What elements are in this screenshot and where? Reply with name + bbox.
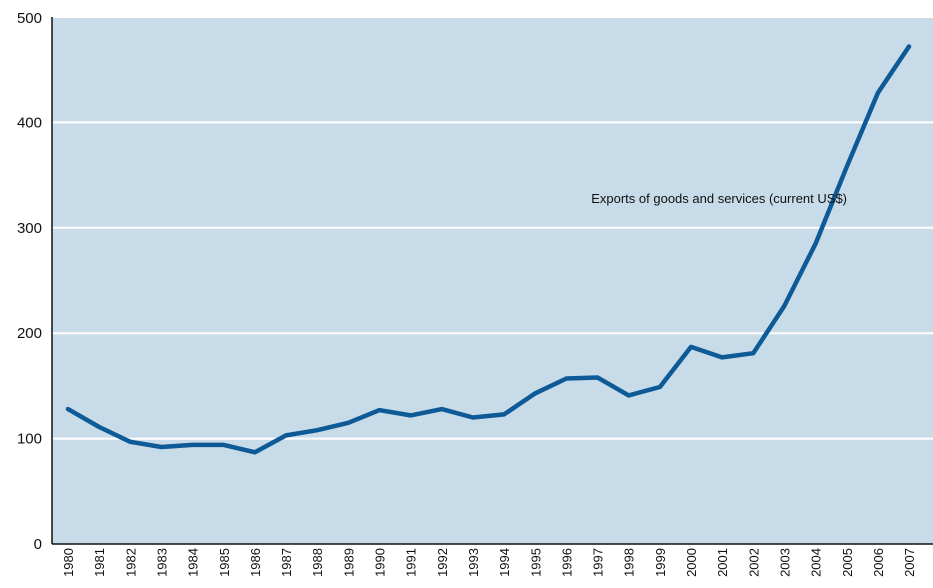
x-tick-label: 2002 — [746, 548, 761, 577]
data-point — [844, 164, 849, 169]
x-tick-label: 2005 — [840, 548, 855, 577]
x-tick-label: 1992 — [435, 548, 450, 577]
y-tick-label: 300 — [17, 220, 42, 237]
y-tick-label: 500 — [17, 10, 42, 27]
series-annotation: Exports of goods and services (current U… — [591, 191, 847, 206]
data-point — [315, 428, 320, 433]
x-tick-label: 1991 — [404, 548, 419, 577]
x-tick-label: 1993 — [466, 548, 481, 577]
data-point — [66, 407, 70, 412]
data-point — [657, 384, 662, 389]
data-point — [689, 344, 693, 349]
data-point — [377, 408, 382, 413]
data-point — [813, 241, 818, 246]
x-tick-label: 1983 — [154, 548, 169, 577]
gridlines — [52, 16, 933, 440]
data-point — [159, 445, 164, 450]
x-tick-label: 1995 — [528, 548, 543, 577]
x-tick-label: 1990 — [373, 548, 388, 577]
series-layer — [65, 44, 912, 455]
data-point — [782, 303, 787, 308]
data-point — [564, 376, 569, 381]
data-point — [470, 415, 475, 420]
data-point — [720, 355, 725, 360]
x-tick-label: 1980 — [61, 548, 76, 577]
x-tick-label: 2006 — [871, 548, 886, 577]
data-point — [875, 90, 880, 95]
plot-area — [52, 17, 933, 544]
data-point — [346, 420, 351, 425]
data-point — [252, 450, 257, 455]
data-point — [408, 413, 413, 418]
x-tick-label: 1999 — [653, 548, 668, 577]
x-tick-label: 1997 — [591, 548, 606, 577]
data-point — [97, 425, 102, 430]
x-tick-label: 1982 — [123, 548, 138, 577]
x-tick-label: 1988 — [310, 548, 325, 577]
x-tick-label: 1984 — [186, 548, 201, 577]
x-tick-label: 1998 — [622, 548, 637, 577]
x-tick-label: 2004 — [809, 548, 824, 577]
x-tick-label: 1985 — [217, 548, 232, 577]
data-point — [907, 44, 912, 49]
x-tick-label: 2001 — [715, 548, 730, 577]
x-tick-label: 1981 — [92, 548, 107, 577]
x-tick-label: 1994 — [497, 548, 512, 577]
data-point — [502, 412, 507, 417]
series-line — [65, 44, 912, 455]
data-point — [595, 375, 600, 380]
y-tick-label: 200 — [17, 325, 42, 342]
x-tick-label: 2003 — [777, 548, 792, 577]
y-tick-label: 400 — [17, 114, 42, 131]
data-point — [190, 442, 195, 447]
y-axis-ticks: 0 100 200 300 400 500 — [17, 10, 42, 553]
x-tick-label: 1987 — [279, 548, 294, 577]
data-point — [221, 442, 226, 447]
x-tick-label: 1986 — [248, 548, 263, 577]
x-tick-label: 2000 — [684, 548, 699, 577]
data-point — [284, 433, 289, 438]
y-tick-label: 100 — [17, 431, 42, 448]
x-tick-label: 2007 — [902, 548, 917, 577]
data-point — [533, 391, 538, 396]
data-point — [626, 393, 631, 398]
x-axis-ticks: 1980 1981 1982 1983 1984 1985 1986 1987 1988 1989… — [61, 548, 917, 577]
y-tick-label: 0 — [34, 536, 42, 553]
x-tick-label: 1989 — [341, 548, 356, 577]
data-point — [439, 407, 444, 412]
data-point — [751, 351, 756, 356]
data-point — [128, 439, 133, 444]
x-tick-label: 1996 — [559, 548, 574, 577]
